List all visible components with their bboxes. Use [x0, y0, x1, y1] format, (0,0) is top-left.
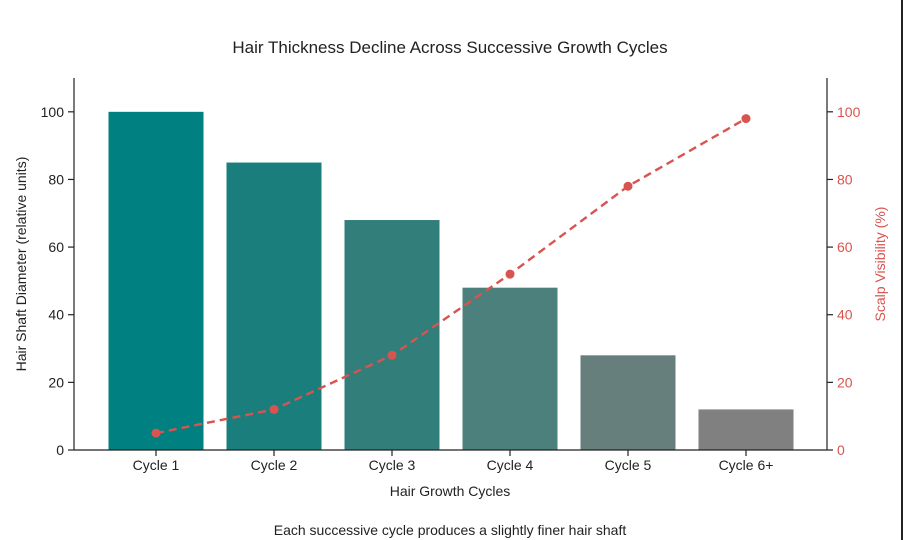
line-point-1: [151, 428, 161, 438]
y-tick-label: 40: [48, 307, 64, 323]
y-tick-label: 0: [56, 442, 64, 458]
left-ticks-group: 0 20 40 60 80 100: [41, 104, 74, 458]
x-axis-label: Hair Growth Cycles: [390, 483, 511, 499]
y2-tick-label: 20: [837, 374, 853, 390]
bars-group: [108, 111, 794, 451]
y-tick-label: 20: [48, 374, 64, 390]
line-point-2: [269, 404, 279, 414]
x-tick-label: Cycle 6+: [719, 457, 774, 473]
y-tick-label: 80: [48, 171, 64, 187]
bar-5: [580, 355, 676, 450]
chart-title: Hair Thickness Decline Across Successive…: [232, 38, 667, 57]
y-tick-label: 60: [48, 239, 64, 255]
x-tick-label: Cycle 2: [251, 457, 298, 473]
line-point-6: [741, 114, 751, 124]
y-tick-label: 100: [41, 104, 65, 120]
x-ticks-group: Cycle 1 Cycle 2 Cycle 3 Cycle 4 Cycle 5 Cycle…: [133, 450, 774, 473]
bar-3: [344, 220, 440, 450]
y2-tick-label: 80: [837, 171, 853, 187]
line-series-group: [151, 114, 751, 438]
bar-1: [108, 111, 204, 451]
y-axis-label: Hair Shaft Diameter (relative units): [13, 157, 29, 372]
scalp-visibility-line: [155, 117, 747, 435]
frame-edge: [901, 0, 903, 540]
line-point-3: [387, 350, 397, 360]
x-tick-label: Cycle 1: [133, 457, 180, 473]
line-point-5: [623, 181, 633, 191]
x-tick-label: Cycle 4: [487, 457, 534, 473]
chart-subtitle: Each successive cycle produces a slightl…: [274, 522, 627, 538]
right-ticks-group: 0 20 40 60 80 100: [827, 104, 861, 458]
y2-tick-label: 60: [837, 239, 853, 255]
y2-tick-label: 0: [837, 442, 845, 458]
bar-2: [226, 162, 322, 450]
x-tick-label: Cycle 5: [605, 457, 652, 473]
y2-axis-label: Scalp Visibility (%): [872, 207, 888, 322]
bar-4: [462, 287, 558, 450]
line-point-4: [505, 269, 515, 279]
x-tick-label: Cycle 3: [369, 457, 416, 473]
bar-6: [698, 409, 794, 450]
y2-tick-label: 40: [837, 307, 853, 323]
y2-tick-label: 100: [837, 104, 861, 120]
